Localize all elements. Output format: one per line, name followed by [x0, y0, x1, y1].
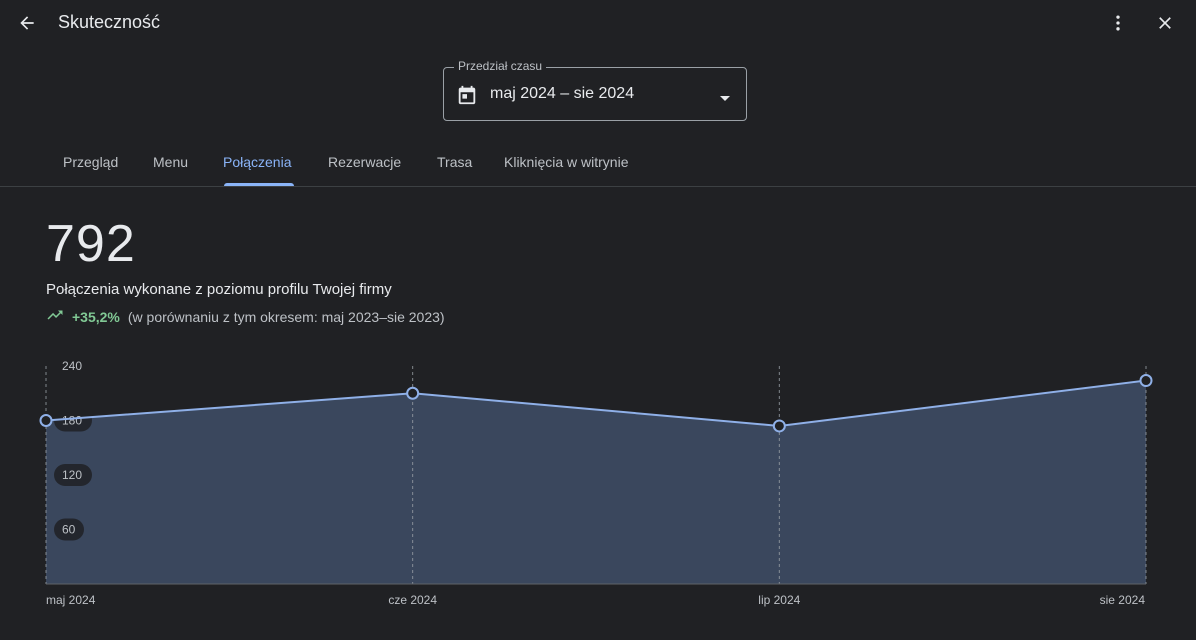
tab-directions[interactable]: Trasa: [437, 154, 473, 170]
y-tick-label: 120: [62, 468, 82, 482]
y-tick-label: 180: [62, 414, 82, 428]
dropdown-arrow-icon: [718, 90, 732, 108]
page-title: Skuteczność: [58, 12, 161, 32]
active-tab-indicator: [224, 183, 294, 186]
y-tick-pill: [54, 518, 84, 541]
x-tick-label: cze 2024: [388, 593, 437, 607]
close-icon[interactable]: [1149, 7, 1181, 39]
tab-overview[interactable]: Przegląd: [63, 154, 119, 170]
series-line: [45, 379, 1147, 427]
x-tick-label: sie 2024: [1100, 593, 1146, 607]
date-range-select[interactable]: Przedział czasu maj 2024 – sie 2024: [443, 59, 747, 121]
data-point: [406, 386, 420, 400]
change-percent: +35,2%: [72, 308, 120, 325]
tab-bookings[interactable]: Rezerwacje: [328, 154, 402, 170]
comparison-row: +35,2% (w porównaniu z tym okresem: maj …: [46, 308, 445, 325]
x-tick-label: lip 2024: [758, 593, 800, 607]
calls-area-chart: 60 120 180 240 maj 2024 cze 2024 lip 2024 sie 2…: [39, 359, 1153, 607]
x-tick-label: maj 2024: [46, 593, 96, 607]
trending-up-icon: [46, 308, 64, 325]
total-calls-value: 792: [46, 215, 136, 273]
comparison-text: (w porównaniu z tym okresem: maj 2023–si…: [127, 308, 445, 325]
data-point: [39, 414, 53, 427]
data-point: [1139, 374, 1153, 388]
y-tick-pill: [54, 409, 92, 432]
data-point: [772, 419, 786, 433]
calendar-icon: [456, 84, 478, 111]
y-tick-label: 240: [62, 359, 82, 373]
tab-website-clicks[interactable]: Kliknięcia w witrynie: [504, 154, 629, 170]
metric-label: Połączenia wykonane z poziomu profilu Tw…: [46, 281, 392, 298]
tab-bar: Przegląd Menu Połączenia Rezerwacje Tras…: [0, 140, 1196, 187]
chart-area-fill: [46, 380, 1146, 584]
top-bar: Skuteczność: [0, 0, 1196, 46]
arrow-back-icon[interactable]: [11, 7, 43, 39]
y-tick-pill: [54, 464, 92, 486]
y-tick-label: 60: [62, 523, 76, 537]
tab-menu[interactable]: Menu: [153, 154, 189, 170]
tab-calls[interactable]: Połączenia: [223, 154, 292, 170]
date-range-value: maj 2024 – sie 2024: [490, 85, 635, 102]
more-vert-icon[interactable]: [1102, 7, 1134, 39]
date-range-label: Przedział czasu: [454, 59, 547, 73]
